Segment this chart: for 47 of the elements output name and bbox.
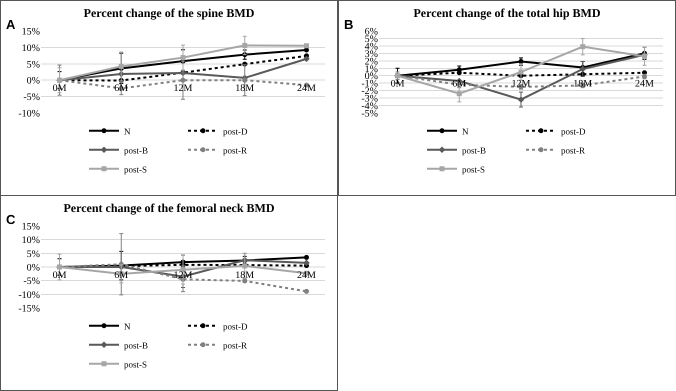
- legend-label: N: [462, 126, 469, 136]
- legend-label: post-S: [124, 164, 148, 174]
- chart-title: Percent change of the spine BMD: [84, 6, 255, 20]
- x-tick-label: 12M: [512, 78, 531, 90]
- text: A: [6, 17, 16, 32]
- y-tick-label: 15%: [22, 26, 40, 38]
- y-tick-label: 10%: [22, 42, 40, 54]
- x-tick-label: 12M: [174, 83, 193, 94]
- y-tick-label: -5%: [23, 92, 40, 104]
- x-tick-label: 24M: [297, 83, 316, 94]
- legend-label: post-D: [223, 126, 248, 136]
- legend-label: post-B: [462, 145, 486, 156]
- legend-label: post-D: [223, 321, 248, 332]
- legend-label: post-B: [124, 145, 148, 156]
- y-tick-label: 0%: [26, 76, 40, 87]
- y-tick-label: 5%: [26, 59, 40, 70]
- x-tick-label: 18M: [235, 270, 254, 281]
- y-tick-label: 10%: [22, 235, 40, 246]
- x-tick-label: 0M: [52, 270, 67, 281]
- legend-label: post-R: [561, 145, 586, 156]
- x-tick-label: 24M: [635, 78, 654, 90]
- legend-label: post-R: [223, 340, 248, 350]
- x-tick-label: 18M: [573, 78, 592, 90]
- legend-label: N: [124, 321, 131, 332]
- y-tick-label: 15%: [22, 222, 40, 232]
- x-tick-label: 18M: [235, 83, 254, 94]
- y-tick-label: -10%: [18, 290, 40, 301]
- y-tick-label: -15%: [18, 304, 40, 314]
- legend-label: post-R: [223, 145, 248, 156]
- x-tick-label: 24M: [297, 270, 316, 281]
- chart-title: Percent change of the femoral neck BMD: [63, 201, 275, 216]
- legend-label: N: [124, 126, 131, 136]
- y-tick-label: 0%: [26, 262, 40, 274]
- text: C: [6, 212, 16, 227]
- y-tick-label: -10%: [18, 108, 40, 120]
- x-tick-label: 6M: [114, 270, 128, 281]
- y-tick-label: -5%: [23, 276, 40, 288]
- legend-label: post-B: [124, 340, 148, 350]
- legend-label: post-S: [462, 164, 486, 174]
- legend-label: post-D: [561, 126, 586, 136]
- text: B: [344, 17, 354, 32]
- x-tick-label: 6M: [452, 78, 466, 90]
- x-tick-label: 6M: [114, 83, 128, 94]
- y-tick-label: 5%: [26, 248, 40, 260]
- chart-title: Percent change of the total hip BMD: [413, 6, 601, 20]
- legend-label: post-S: [124, 359, 148, 370]
- x-tick-label: 0M: [52, 83, 67, 94]
